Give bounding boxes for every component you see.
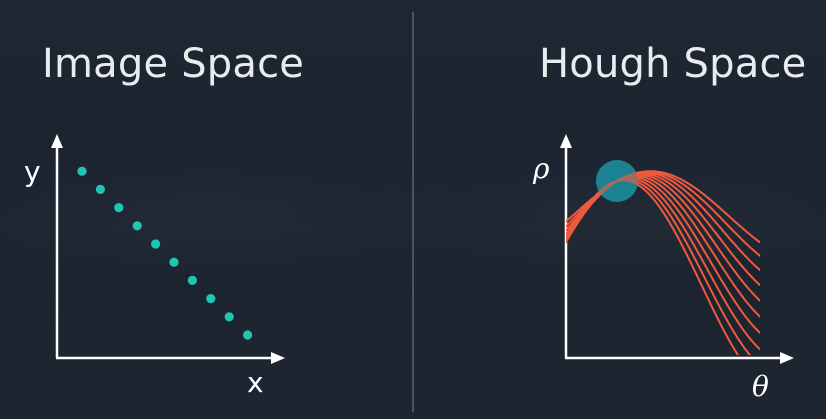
hough-space-rho-label: ρ [532, 152, 550, 185]
image-space-title: Image Space [42, 41, 305, 87]
hough-curve [566, 178, 752, 355]
hough-space-curves [566, 170, 760, 355]
hough-space-theta-arrowhead [780, 352, 794, 364]
hough-curve [566, 170, 760, 244]
image-space-axes [51, 134, 285, 364]
image-space-x-label: x [247, 366, 264, 399]
hough-space-axes [560, 134, 794, 364]
image-point [206, 294, 216, 304]
intersection-glow [596, 160, 638, 202]
image-point [224, 312, 234, 322]
image-space-points [77, 166, 253, 340]
image-space-y-arrowhead [51, 134, 63, 148]
hough-space-title: Hough Space [539, 41, 807, 87]
image-point [95, 184, 105, 194]
image-space-y-label: y [24, 155, 41, 188]
image-point [187, 275, 197, 285]
hough-space-theta-label: θ [752, 370, 769, 403]
hough-space-rho-arrowhead [560, 134, 572, 148]
image-point [151, 239, 161, 249]
hough-curve [566, 179, 740, 355]
image-space-x-arrowhead [271, 352, 285, 364]
image-point [114, 203, 124, 213]
image-point [169, 257, 179, 267]
panel-divider [412, 12, 414, 412]
image-point [243, 330, 253, 340]
image-point [132, 221, 142, 231]
image-point [77, 166, 87, 176]
